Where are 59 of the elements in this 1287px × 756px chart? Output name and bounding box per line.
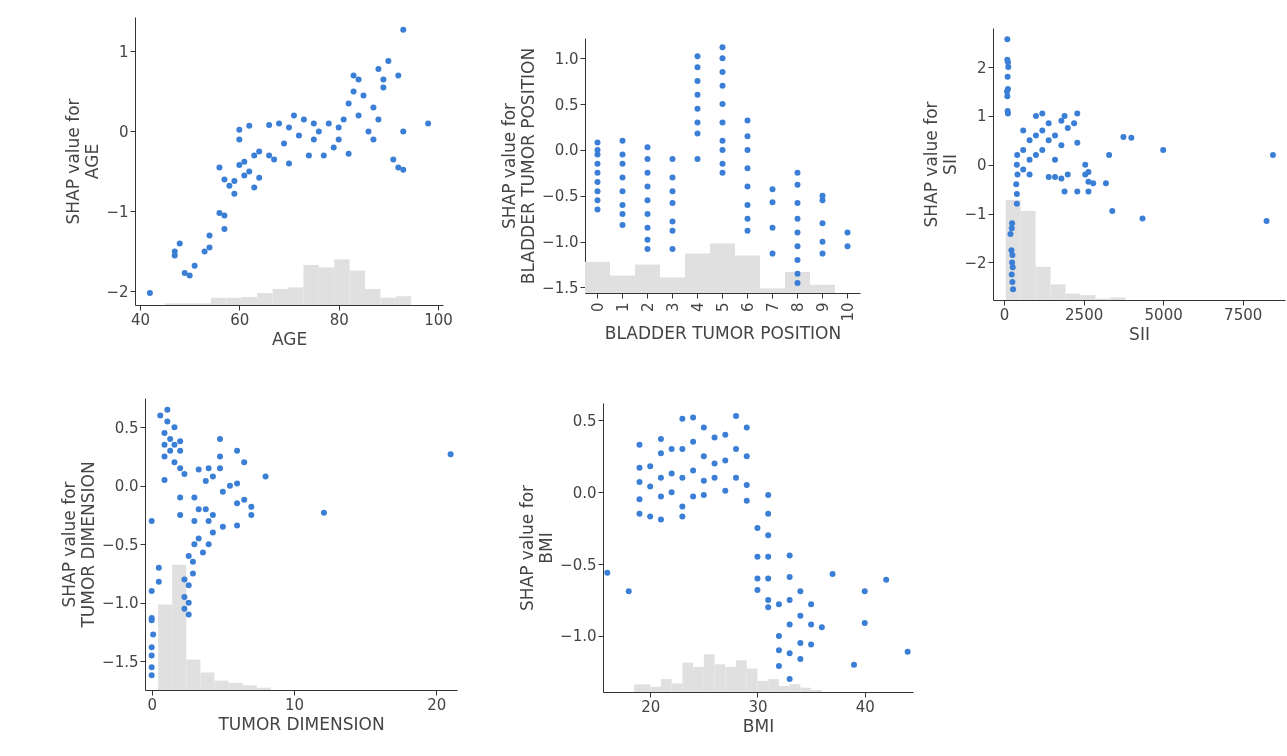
x-tick-label: 30 [748,697,768,716]
x-tick-label: 2 [638,302,657,313]
x-tick-label: 8 [788,302,807,313]
y-tick-label: −1.0 [542,233,579,252]
x-tick-label: 5 [713,302,732,313]
y-tick-label: −1 [106,202,129,221]
y-axis-title: SHAP value for SII [921,101,961,228]
y-tick-label: −0.5 [102,535,139,554]
x-tick-label: 6 [738,302,757,313]
x-tick-label: 60 [230,310,250,329]
y-tick-label: 0.5 [114,418,139,437]
y-axis-title: SHAP value for TUMOR DIMENSION [59,461,99,629]
y-tick-label: −2 [964,253,987,272]
y-tick-label: 1 [118,42,129,61]
x-tick-label: 5000 [1144,305,1183,324]
y-tick-label: −0.5 [542,187,579,206]
x-axis-title: BLADDER TUMOR POSITION [604,322,842,343]
y-tick-label: 0.0 [114,477,139,496]
y-tick-label: 1.0 [554,49,579,68]
x-tick-label: 7500 [1224,305,1263,324]
y-tick-label: 0.5 [572,411,597,430]
x-axis-title: AGE [271,328,308,349]
y-axis-title: SHAP value for BLADDER TUMOR POSITION [499,47,539,285]
x-tick-label: 0 [588,302,607,313]
y-tick-label: −1.5 [102,652,139,671]
y-tick-label: −0.5 [560,555,597,574]
x-tick-label: 20 [427,695,447,714]
x-tick-label: 4 [688,302,707,313]
x-tick-label: 40 [855,697,875,716]
x-tick-label: 10 [838,302,857,322]
y-tick-label: −1 [964,205,987,224]
y-tick-label: 0.0 [572,483,597,502]
x-tick-label: 1 [613,302,632,313]
x-tick-label: 80 [329,310,349,329]
y-tick-label: 0 [118,122,129,141]
x-axis-title: TUMOR DIMENSION [217,713,385,734]
y-tick-label: −1.0 [560,627,597,646]
y-axis-title: SHAP value for AGE [63,98,103,225]
y-tick-label: −2 [106,282,129,301]
x-tick-label: 3 [663,302,682,313]
y-tick-label: 0.5 [554,95,579,114]
x-tick-label: 0 [999,305,1010,324]
x-tick-label: 7 [763,302,782,313]
x-axis-title: BMI [742,715,775,736]
x-tick-label: 9 [813,302,832,313]
x-tick-label: 10 [284,695,305,714]
x-tick-label: 40 [130,310,151,329]
x-tick-label: 2500 [1065,305,1104,324]
y-tick-label: 0.0 [554,141,579,160]
x-tick-label: 100 [424,310,453,329]
y-tick-label: 0 [976,156,987,175]
y-tick-label: 2 [976,58,987,77]
x-axis-title: SII [1129,323,1150,344]
y-tick-label: −1.5 [542,279,579,297]
y-axis-title: SHAP value for BMI [517,484,557,612]
x-tick-label: 20 [641,697,661,716]
y-tick-label: 1 [976,107,987,126]
x-tick-label: 0 [147,695,157,714]
y-tick-label: −1.0 [102,594,139,613]
